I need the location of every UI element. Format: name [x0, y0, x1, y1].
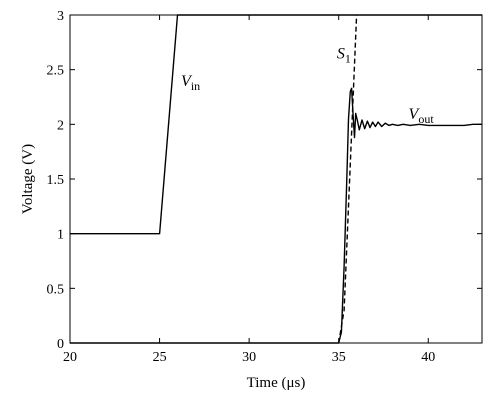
- y-tick-label: 3: [57, 9, 64, 24]
- y-tick-label: 2: [57, 118, 64, 133]
- annotation-vout: Vout: [409, 106, 435, 126]
- y-tick-label: 2.5: [47, 64, 65, 79]
- series-s1-line: [338, 14, 358, 344]
- y-tick-label: 1: [57, 228, 64, 243]
- x-tick-label: 35: [332, 350, 346, 365]
- y-tick-label: 0.5: [47, 282, 65, 297]
- series-annotations: Vin S1 Vout: [181, 46, 434, 126]
- plot-frame: [69, 14, 483, 344]
- series-vout-line: [70, 87, 482, 344]
- x-tick-label: 25: [153, 350, 167, 365]
- annotation-s1: S1: [337, 46, 351, 66]
- annotation-vin: Vin: [181, 73, 200, 93]
- y-tick-label: 1.5: [47, 173, 65, 188]
- x-tick-label: 20: [63, 350, 77, 365]
- x-axis-label: Time (μs): [247, 375, 306, 391]
- x-tick-label: 40: [421, 350, 435, 365]
- x-tick-label: 30: [242, 350, 256, 365]
- series-vin-line: [70, 14, 482, 235]
- y-tick-label: 0: [57, 337, 64, 352]
- series-lines: [70, 14, 482, 344]
- axis-ticks: 20 25 30 35 40 0 0.5 1 1.5 2 2.5 3: [47, 9, 482, 365]
- y-axis-label: Voltage (V): [20, 144, 36, 214]
